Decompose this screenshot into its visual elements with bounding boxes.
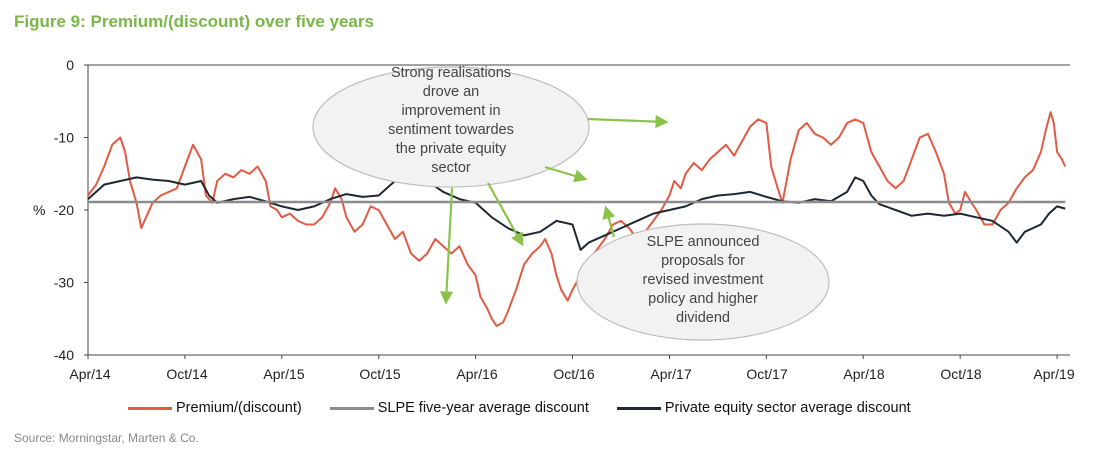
annotation-bubble xyxy=(312,66,590,188)
x-tick-label: Oct/15 xyxy=(359,366,400,382)
y-tick-0: 0 xyxy=(66,57,88,73)
annotation-line: SLPE announced xyxy=(647,234,760,250)
figure-title: Figure 9: Premium/(discount) over five y… xyxy=(14,12,374,31)
arrow-to-apr17 xyxy=(587,114,669,129)
annotation-line: sentiment towardes xyxy=(388,122,514,138)
annotation-line: sector xyxy=(431,160,471,176)
series-group xyxy=(87,111,1067,327)
arrow-to-trough xyxy=(439,187,454,305)
y-axis: 0 -10 -20 % -30 -40 xyxy=(33,57,89,363)
y-tick-40: -40 xyxy=(54,347,88,363)
legend-label: Premium/(discount) xyxy=(176,400,302,416)
y-tick-20: -20 % xyxy=(33,202,88,218)
legend-item-premium: Premium/(discount) xyxy=(128,400,302,416)
x-tick-marks xyxy=(87,355,1058,359)
annotation-slpe-proposals: SLPE announced proposals for revised inv… xyxy=(576,223,830,341)
x-tick-label: Oct/14 xyxy=(166,366,207,382)
annotation-line: drove an xyxy=(423,84,479,100)
x-axis: Apr/14 Oct/14 Apr/15 Oct/15 Apr/16 Oct/1… xyxy=(69,64,1075,382)
sector-average-discount-line xyxy=(87,176,1066,251)
legend-label: Private equity sector average discount xyxy=(664,400,911,416)
premium-discount-chart: 0 -10 -20 % -30 -40 Apr/14 Oct/14 Apr/15… xyxy=(33,57,1075,382)
arrow-to-slpe-announcement xyxy=(602,205,616,238)
x-tick-label: Oct/18 xyxy=(940,366,981,382)
x-tick-label: Apr/19 xyxy=(1033,366,1074,382)
annotation-line: policy and higher xyxy=(648,291,758,307)
source-note: Source: Morningstar, Marten & Co. xyxy=(14,431,199,445)
x-tick-label: Oct/16 xyxy=(553,366,594,382)
annotation-strong-realisations: Strong realisations drove an improvement… xyxy=(312,65,590,188)
y-tick-10: -10 xyxy=(54,130,88,146)
y-tick-30: -30 xyxy=(54,275,88,291)
legend-item-five-year-average: SLPE five-year average discount xyxy=(329,400,589,416)
legend-item-sector-average: Private equity sector average discount xyxy=(616,400,911,416)
y-tick-label: -20 xyxy=(54,202,74,218)
x-tick-label: Oct/17 xyxy=(746,366,787,382)
annotation-line: Strong realisations xyxy=(391,65,511,81)
arrow-to-recovery xyxy=(487,182,524,247)
x-tick-labels: Apr/14 Oct/14 Apr/15 Oct/15 Apr/16 Oct/1… xyxy=(69,366,1074,382)
annotation-line: the private equity xyxy=(396,141,507,157)
legend-swatch-five-year-average xyxy=(329,406,374,410)
x-tick-label: Apr/18 xyxy=(843,366,884,382)
y-tick-label: -30 xyxy=(54,275,74,291)
x-tick-label: Apr/17 xyxy=(650,366,691,382)
annotation-line: improvement in xyxy=(401,103,500,119)
legend-swatch-sector-average xyxy=(616,406,661,410)
annotation-line: revised investment xyxy=(643,272,764,288)
annotation-line: dividend xyxy=(676,310,730,326)
legend-label: SLPE five-year average discount xyxy=(377,400,589,416)
y-axis-label: % xyxy=(33,202,45,218)
premium-discount-line xyxy=(87,111,1067,327)
y-tick-label: -10 xyxy=(54,130,74,146)
x-tick-label: Apr/16 xyxy=(456,366,497,382)
annotation-arrows xyxy=(439,114,669,305)
annotation-bubble xyxy=(576,223,830,341)
y-tick-label: 0 xyxy=(66,57,74,73)
arrow-to-oct16 xyxy=(544,165,588,183)
x-tick-label: Apr/15 xyxy=(263,366,304,382)
y-tick-label: -40 xyxy=(54,347,74,363)
legend-swatch-premium xyxy=(128,406,172,410)
annotation-line: proposals for xyxy=(661,253,745,269)
x-tick-label: Apr/14 xyxy=(69,366,110,382)
legend: Premium/(discount) SLPE five-year averag… xyxy=(128,400,939,416)
